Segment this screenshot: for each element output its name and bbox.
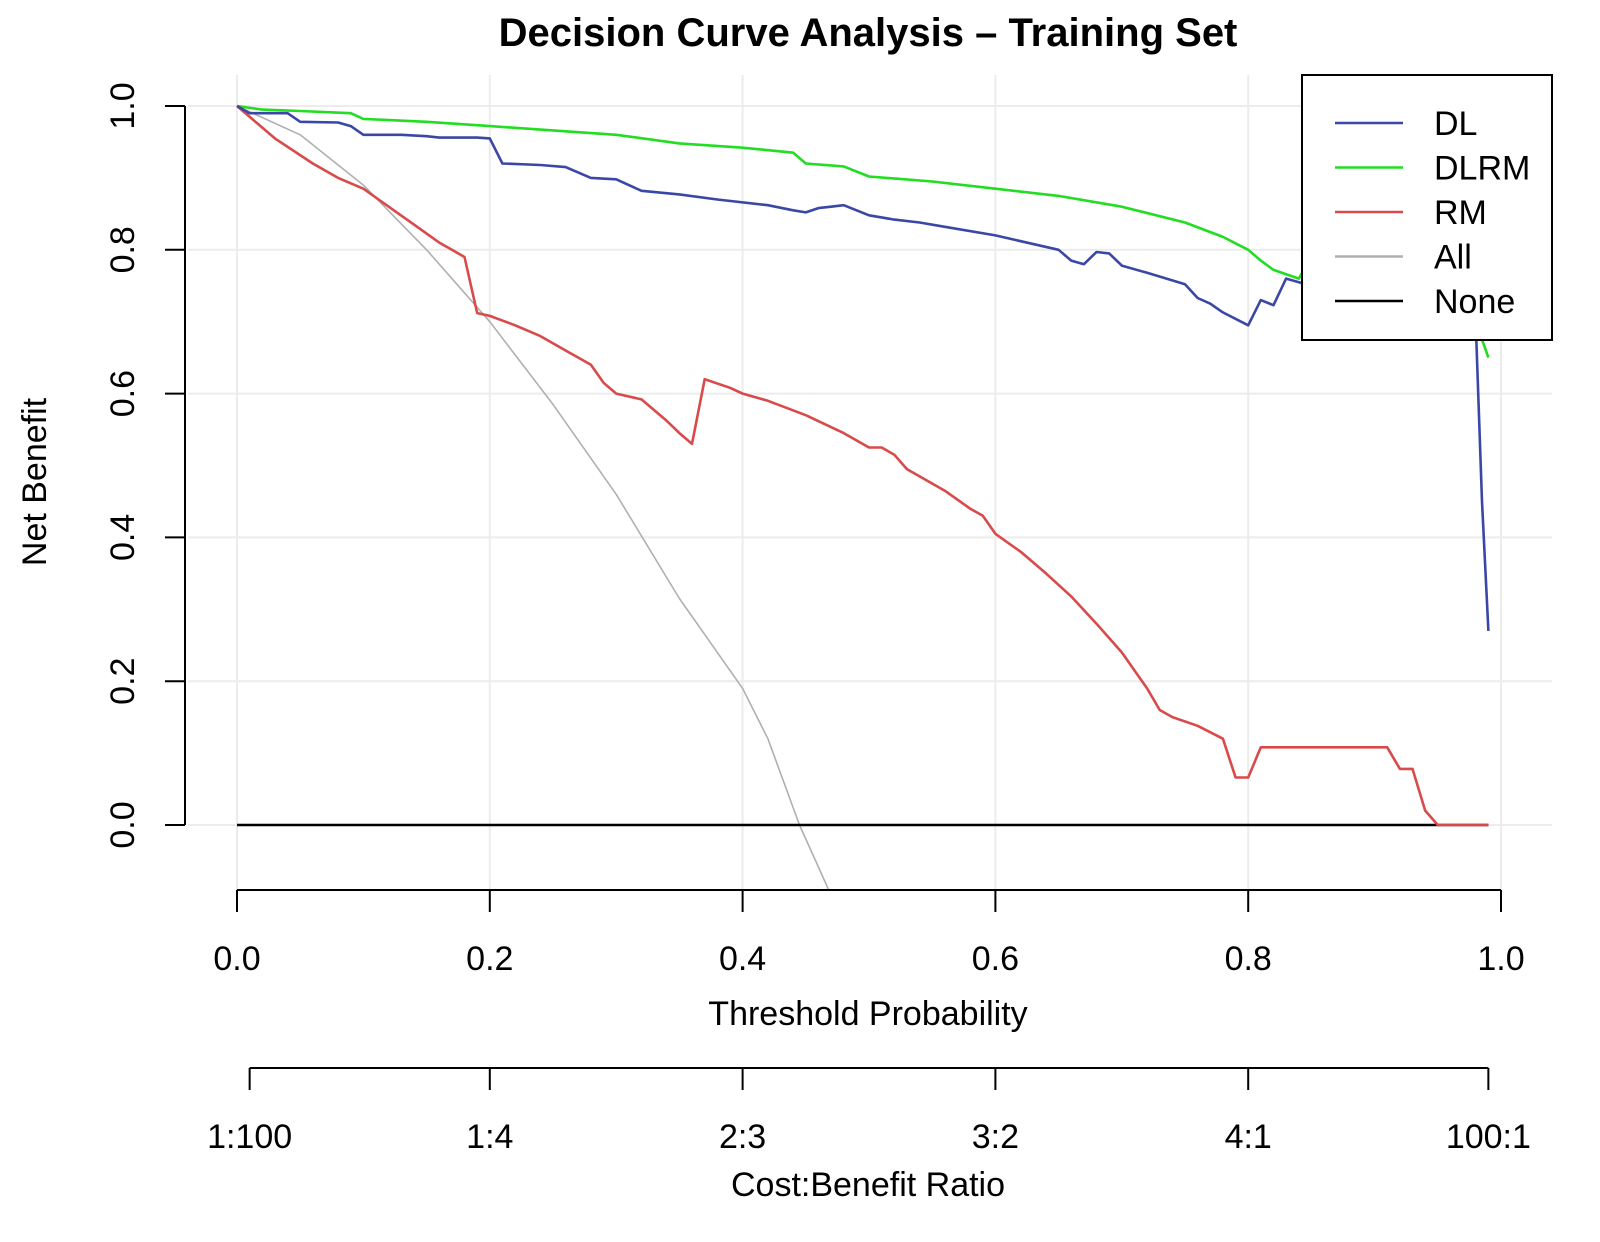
legend-label-none: None bbox=[1434, 283, 1515, 321]
legend: DL DLRM RM All None bbox=[1301, 74, 1553, 341]
y-tick-label-4: 0.8 bbox=[104, 226, 142, 273]
chart-title: Decision Curve Analysis – Training Set bbox=[499, 11, 1238, 55]
x-tick-label-1: 0.2 bbox=[466, 940, 513, 978]
x-tick-label-4: 0.8 bbox=[1225, 940, 1272, 978]
y-tick-label-1: 0.2 bbox=[104, 658, 142, 705]
x2-tick-label-1: 1:4 bbox=[466, 1118, 513, 1156]
x2-axis-label: Cost:Benefit Ratio bbox=[731, 1166, 1005, 1204]
x2-tick-label-2: 2:3 bbox=[719, 1118, 766, 1156]
x-tick-label-2: 0.4 bbox=[719, 940, 766, 978]
x2-tick-label-3: 3:2 bbox=[972, 1118, 1019, 1156]
y-axis-label: Net Benefit bbox=[16, 397, 54, 566]
x-axis: 0.0 0.2 0.4 0.6 0.8 1.0 bbox=[213, 889, 1525, 978]
x2-tick-label-0: 1:100 bbox=[207, 1118, 292, 1156]
series-line-all bbox=[236, 105, 830, 891]
y-tick-label-3: 0.6 bbox=[104, 370, 142, 417]
x-axis-label: Threshold Probability bbox=[708, 995, 1027, 1033]
legend-label-rm: RM bbox=[1434, 194, 1487, 232]
legend-label-dl: DL bbox=[1434, 105, 1477, 143]
cost-benefit-axis: 1:100 1:4 2:3 3:2 4:1 100:1 bbox=[207, 1067, 1531, 1156]
y-axis: 0.0 0.2 0.4 0.6 0.8 1.0 bbox=[104, 82, 186, 849]
x-tick-label-3: 0.6 bbox=[972, 940, 1019, 978]
x2-tick-label-4: 4:1 bbox=[1225, 1118, 1272, 1156]
series-line-dlrm bbox=[236, 104, 1490, 359]
y-tick-label-2: 0.4 bbox=[104, 514, 142, 561]
x-tick-label-5: 1.0 bbox=[1477, 940, 1524, 978]
x2-tick-label-5: 100:1 bbox=[1446, 1118, 1531, 1156]
y-tick-label-5: 1.0 bbox=[104, 82, 142, 129]
series-line-rm bbox=[236, 105, 1489, 827]
legend-box bbox=[1301, 74, 1553, 341]
series-lines bbox=[236, 104, 1490, 891]
y-tick-label-0: 0.0 bbox=[104, 801, 142, 848]
legend-label-dlrm: DLRM bbox=[1434, 150, 1530, 188]
x-tick-label-0: 0.0 bbox=[213, 940, 260, 978]
legend-label-all: All bbox=[1434, 239, 1472, 277]
series-line-dl bbox=[236, 104, 1490, 631]
